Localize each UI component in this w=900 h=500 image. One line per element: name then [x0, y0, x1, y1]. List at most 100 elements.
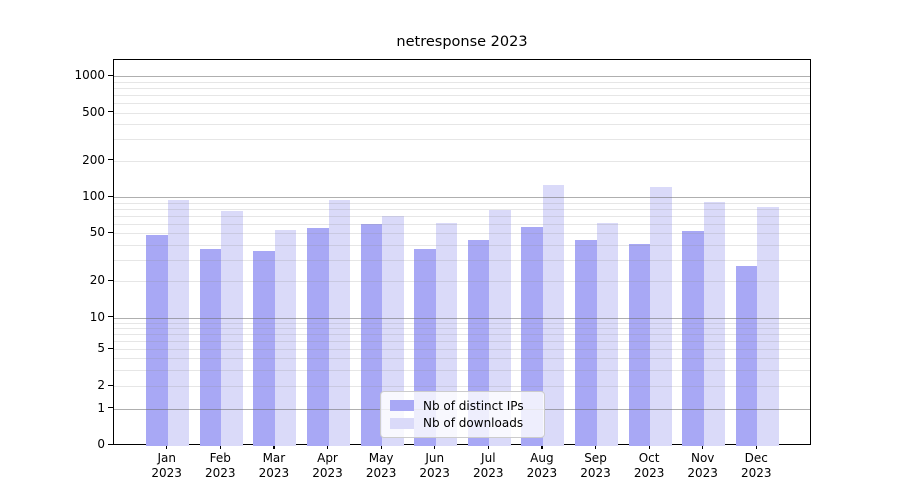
y-tick-label-10: 10 [89, 309, 105, 324]
gridline-minor-4 [114, 358, 810, 360]
x-tick-mark-sep [595, 445, 597, 449]
y-tick-mark-5 [108, 347, 113, 350]
y-tick-label-2: 2 [97, 378, 105, 392]
y-tick-mark-0 [108, 443, 113, 445]
bar-downloads-apr [328, 200, 350, 446]
bar-downloads-oct [650, 187, 672, 446]
bar-downloads-jun [435, 222, 458, 446]
bar-ips-dec [735, 265, 758, 446]
x-tick-mark-nov [702, 445, 704, 449]
x-tick-year: 2023 [419, 466, 450, 480]
y-tick-label-1000: 1000 [74, 68, 105, 83]
x-tick-year: 2023 [258, 466, 290, 480]
legend: Nb of distinct IPs Nb of downloads [380, 391, 545, 438]
legend-label-downloads: Nb of downloads [423, 416, 524, 431]
x-tick-mark-jul [487, 445, 490, 449]
y-tick-mark-500 [108, 111, 113, 113]
x-tick-month: Jan [157, 451, 176, 465]
legend-item-downloads: Nb of downloads [390, 416, 535, 430]
x-tick-month: Jul [481, 451, 496, 465]
y-tick-mark-100 [108, 195, 113, 197]
bar-ips-jan [146, 235, 168, 446]
gridline-major-100 [114, 197, 810, 198]
x-tick-year: 2023 [526, 466, 558, 480]
y-tick-mark-200 [108, 159, 113, 161]
gridline-minor-70 [114, 215, 810, 217]
legend-item-distinct-ips: Nb of distinct IPs [390, 399, 535, 413]
x-tick-mark-aug [541, 445, 543, 449]
x-tick-year: 2023 [687, 466, 718, 480]
gridline-minor-7 [114, 333, 810, 335]
x-tick-month: Apr [317, 451, 338, 465]
y-tick-mark-2 [108, 384, 113, 386]
x-tick-label-oct: Oct 2023 [617, 451, 681, 481]
gridline-minor-9 [114, 322, 810, 324]
x-tick-label-aug: Aug 2023 [510, 451, 574, 481]
x-tick-month: Dec [744, 451, 768, 465]
x-tick-mark-mar [273, 445, 275, 449]
y-tick-label-1: 1 [97, 400, 105, 415]
x-tick-mark-jun [434, 445, 436, 449]
x-tick-month: Jun [425, 451, 445, 465]
bar-ips-mar [253, 250, 275, 446]
x-tick-month: Nov [690, 451, 715, 465]
y-tick-label-0: 0 [97, 437, 105, 451]
x-tick-label-jan: Jan 2023 [135, 451, 199, 481]
x-tick-year: 2023 [312, 466, 343, 480]
bar-downloads-jul [489, 210, 511, 446]
x-tick-label-feb: Feb 2023 [188, 451, 252, 481]
y-tick-label-50: 50 [89, 225, 105, 240]
gridline-minor-400 [114, 124, 810, 126]
x-tick-month: Oct [638, 451, 660, 465]
gridline-minor-700 [114, 94, 810, 96]
gridline-major-1000 [114, 76, 810, 78]
x-tick-mark-dec [755, 445, 758, 449]
legend-label-distinct-ips: Nb of distinct IPs [423, 398, 524, 413]
x-tick-month: Aug [530, 451, 554, 465]
y-tick-label-5: 5 [97, 341, 105, 356]
gridline-minor-50 [114, 233, 810, 235]
y-tick-label-20: 20 [89, 273, 105, 288]
x-tick-month: May [368, 451, 394, 465]
y-tick-mark-1000 [108, 74, 113, 77]
legend-swatch-distinct-ips [390, 400, 414, 412]
gridline-minor-2 [114, 386, 810, 387]
x-tick-mark-feb [219, 445, 222, 449]
y-tick-mark-50 [108, 231, 113, 234]
bar-ips-oct [628, 243, 651, 446]
y-tick-mark-10 [108, 316, 113, 318]
x-tick-label-jul: Jul 2023 [456, 451, 520, 481]
gridline-minor-600 [114, 103, 810, 105]
x-tick-mark-jan [166, 445, 168, 449]
gridline-minor-5 [114, 349, 810, 351]
gridline-major-10 [114, 317, 810, 319]
x-tick-label-dec: Dec 2023 [724, 451, 788, 481]
legend-swatch-downloads [390, 417, 414, 429]
x-tick-label-nov: Nov 2023 [671, 451, 735, 481]
x-tick-year: 2023 [151, 466, 182, 480]
y-tick-mark-20 [108, 279, 113, 282]
y-tick-mark-1 [108, 407, 113, 409]
gridline-minor-60 [114, 223, 810, 225]
bar-downloads-nov [703, 201, 726, 446]
bar-ips-may [360, 223, 383, 446]
bar-downloads-mar [274, 230, 297, 446]
x-tick-year: 2023 [741, 466, 772, 480]
x-tick-year: 2023 [473, 466, 504, 480]
x-tick-year: 2023 [205, 466, 236, 480]
gridline-minor-20 [114, 281, 810, 283]
bar-downloads-dec [757, 206, 779, 446]
y-tick-label-500: 500 [82, 104, 105, 119]
gridline-minor-3 [114, 369, 810, 371]
x-tick-mark-may [380, 445, 382, 449]
x-tick-year: 2023 [633, 466, 665, 480]
x-tick-mark-apr [327, 445, 329, 449]
x-tick-year: 2023 [365, 466, 397, 480]
gridline-minor-500 [114, 112, 810, 114]
gridline-minor-80 [114, 208, 810, 210]
x-tick-label-apr: Apr 2023 [296, 451, 360, 481]
x-tick-label-jun: Jun 2023 [403, 451, 467, 481]
gridline-minor-8 [114, 327, 810, 329]
gridline-minor-200 [114, 160, 810, 162]
